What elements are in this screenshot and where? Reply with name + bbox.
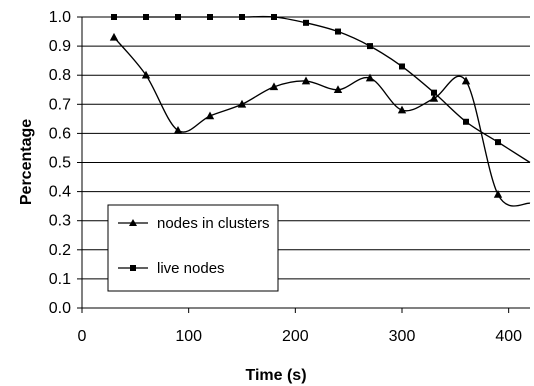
series-marker-live-nodes [207, 14, 213, 20]
y-tick-label: 0.7 [49, 96, 71, 113]
y-tick-label: 0.4 [49, 184, 71, 201]
series-marker-nodes-in-clusters [365, 73, 375, 82]
legend-label-nodes-in-clusters: nodes in clusters [157, 215, 270, 232]
plot-series [109, 14, 531, 207]
series-marker-live-nodes [143, 14, 149, 20]
series-marker-nodes-in-clusters [461, 76, 471, 85]
y-tick-label: 0.5 [49, 155, 71, 172]
series-marker-nodes-in-clusters [109, 32, 119, 41]
legend-label-live-nodes: live nodes [157, 260, 225, 277]
series-marker-nodes-in-clusters [269, 82, 279, 91]
y-tick-label: 0.0 [49, 300, 71, 317]
axes [77, 16, 530, 313]
series-marker-nodes-in-clusters [333, 85, 343, 94]
x-tick-label: 300 [389, 328, 416, 345]
series-marker-live-nodes [367, 43, 373, 50]
x-axis-title: Time (s) [245, 367, 306, 384]
series-marker-live-nodes [335, 28, 341, 35]
series-marker-live-nodes [463, 118, 469, 125]
y-axis-title: Percentage [18, 119, 35, 205]
y-tick-label: 0.2 [49, 242, 71, 259]
series-marker-nodes-in-clusters [493, 190, 503, 198]
y-tick-label: 1.0 [49, 9, 71, 26]
legend-marker-triangle [129, 219, 137, 226]
series-marker-nodes-in-clusters [237, 99, 247, 108]
series-marker-live-nodes [495, 139, 501, 146]
series-marker-live-nodes [271, 14, 277, 20]
series-marker-nodes-in-clusters [141, 70, 151, 79]
y-tick-label: 0.6 [49, 125, 71, 142]
y-tick-label: 0.8 [49, 67, 71, 84]
y-tick-label: 0.1 [49, 271, 71, 288]
y-tick-label: 0.3 [49, 213, 71, 230]
x-tick-label: 400 [495, 328, 522, 345]
series-marker-live-nodes [303, 19, 309, 26]
legend-box [107, 204, 279, 292]
series-marker-nodes-in-clusters [429, 93, 439, 102]
series-marker-live-nodes [431, 89, 437, 96]
legend-marker-square [130, 265, 136, 271]
legend: nodes in clusters live nodes [107, 204, 279, 292]
x-tick-label: 0 [78, 328, 87, 345]
series-marker-live-nodes [111, 14, 117, 20]
series-marker-live-nodes [399, 63, 405, 70]
x-tick-label: 100 [175, 328, 202, 345]
y-tick-label: 0.9 [49, 38, 71, 55]
series-marker-nodes-in-clusters [397, 105, 407, 114]
x-tick-label: 200 [282, 328, 309, 345]
series-marker-nodes-in-clusters [301, 76, 311, 85]
series-marker-live-nodes [239, 14, 245, 20]
series-marker-live-nodes [175, 14, 181, 20]
series-marker-nodes-in-clusters [173, 125, 183, 134]
series-marker-nodes-in-clusters [205, 111, 215, 120]
tick-labels: 0.0 0.1 0.2 0.3 0.4 0.5 0.6 0.7 0.8 0.9 1.0 0 100 200… [49, 9, 522, 345]
